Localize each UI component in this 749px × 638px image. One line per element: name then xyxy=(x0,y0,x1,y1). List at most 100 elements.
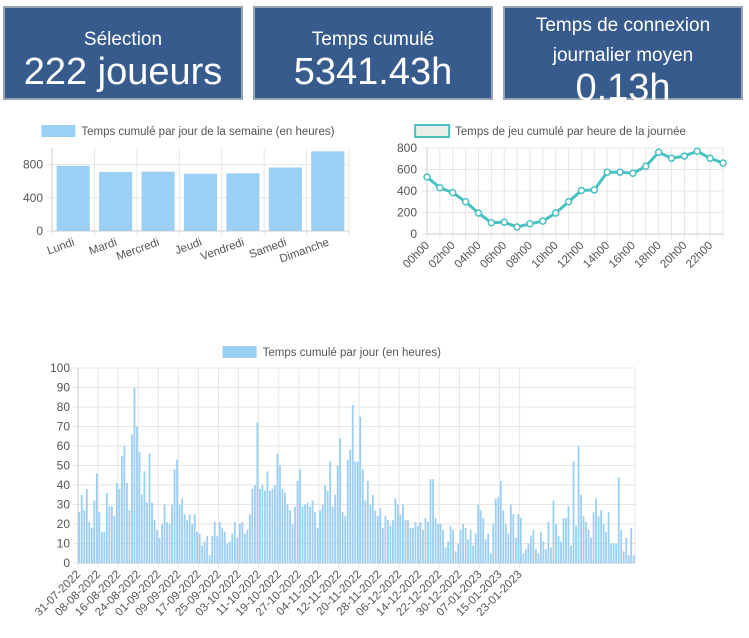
daily-ytick-label: 30 xyxy=(57,498,71,512)
daily-bar xyxy=(552,500,555,563)
daily-bar xyxy=(459,529,462,563)
daily-bar xyxy=(379,508,382,563)
daily-bar xyxy=(547,522,550,563)
daily-bar xyxy=(171,504,173,563)
daily-bar xyxy=(203,541,206,563)
daily-bar xyxy=(243,533,246,563)
daily-bar xyxy=(336,465,339,563)
daily-bar xyxy=(597,516,600,563)
hourly-ytick-label: 800 xyxy=(397,141,417,155)
daily-bar xyxy=(121,455,123,563)
daily-bar xyxy=(161,524,163,563)
daily-bar xyxy=(281,488,284,563)
daily-bar xyxy=(324,485,327,563)
daily-bar xyxy=(487,533,490,563)
daily-bar xyxy=(248,514,251,563)
daily-bar xyxy=(261,485,264,563)
daily-bar xyxy=(143,471,146,563)
daily-bar xyxy=(228,541,231,563)
daily-bar xyxy=(550,547,552,563)
daily-bar xyxy=(148,453,151,563)
hourly-ytick-label: 600 xyxy=(397,163,417,177)
daily-bar xyxy=(115,483,118,563)
daily-bar xyxy=(253,485,256,563)
daily-bar xyxy=(361,469,364,563)
hourly-point xyxy=(461,198,470,206)
hourly-legend-swatch xyxy=(414,124,451,138)
daily-bar xyxy=(391,520,394,563)
daily-bar xyxy=(607,512,610,563)
daily-bar xyxy=(374,510,377,563)
daily-bar xyxy=(447,541,449,563)
weekday-bar xyxy=(311,151,345,231)
daily-bar xyxy=(196,531,199,563)
daily-bar xyxy=(279,465,281,563)
daily-bar xyxy=(339,438,342,563)
daily-bar xyxy=(256,422,259,563)
daily-bar xyxy=(186,520,189,563)
daily-bar xyxy=(103,531,106,563)
hourly-legend-label: Temps de jeu cumulé par heure de la jour… xyxy=(455,126,686,138)
hourly-point xyxy=(706,154,714,162)
daily-bar xyxy=(95,473,98,563)
daily-bar xyxy=(80,494,83,563)
daily-bar xyxy=(258,488,261,563)
daily-bar xyxy=(274,485,276,563)
daily-bar xyxy=(462,524,465,563)
daily-ytick-label: 90 xyxy=(57,381,71,395)
daily-bar xyxy=(417,525,419,563)
hourly-ytick-label: 200 xyxy=(397,206,417,220)
daily-bar xyxy=(153,520,156,563)
daily-bar xyxy=(289,510,291,563)
daily-bar xyxy=(100,531,103,563)
daily-bar xyxy=(294,506,296,563)
daily-bar xyxy=(178,504,181,563)
daily-bar xyxy=(319,510,322,563)
daily-legend-swatch xyxy=(222,346,257,358)
hourly-point xyxy=(680,152,689,160)
daily-bar xyxy=(83,510,86,563)
daily-bar xyxy=(509,504,512,563)
hourly-point xyxy=(474,209,483,217)
weekday-legend-swatch xyxy=(41,125,76,137)
daily-bar xyxy=(585,522,587,563)
daily-bar xyxy=(264,490,266,563)
daily-bar xyxy=(241,522,244,563)
daily-bar xyxy=(211,535,214,563)
hourly-point xyxy=(603,168,611,176)
card-daily-average-label-line1: Temps de connexion xyxy=(535,15,711,36)
daily-bar xyxy=(595,498,598,563)
daily-bar xyxy=(138,451,141,563)
weekday-legend-label: Temps cumulé par jour de la semaine (en … xyxy=(81,126,334,138)
daily-bar xyxy=(565,518,567,563)
daily-bar xyxy=(221,527,224,563)
daily-bar xyxy=(542,541,545,563)
daily-ytick-label: 50 xyxy=(57,459,71,473)
daily-bar xyxy=(562,518,565,563)
daily-bar xyxy=(519,518,522,563)
daily-bar xyxy=(567,506,570,563)
daily-bar xyxy=(334,494,337,563)
daily-bar xyxy=(181,498,184,563)
daily-bar xyxy=(560,541,562,563)
daily-bar xyxy=(592,512,595,563)
daily-bar xyxy=(93,500,96,563)
hourly-point xyxy=(693,147,702,155)
daily-bar xyxy=(467,539,470,563)
daily-bar xyxy=(399,514,402,563)
weekday-bar xyxy=(226,173,260,231)
weekday-ytick-label: 400 xyxy=(23,191,43,205)
daily-bar xyxy=(301,506,304,563)
hourly-point xyxy=(590,186,599,194)
daily-bar xyxy=(472,545,475,563)
daily-bar xyxy=(389,525,392,563)
hourly-point xyxy=(629,169,637,178)
daily-bar xyxy=(286,504,289,563)
daily-bar xyxy=(198,533,201,563)
daily-bar xyxy=(136,426,138,563)
daily-bar xyxy=(141,494,143,563)
daily-bar xyxy=(469,529,472,563)
daily-bar xyxy=(484,539,487,563)
